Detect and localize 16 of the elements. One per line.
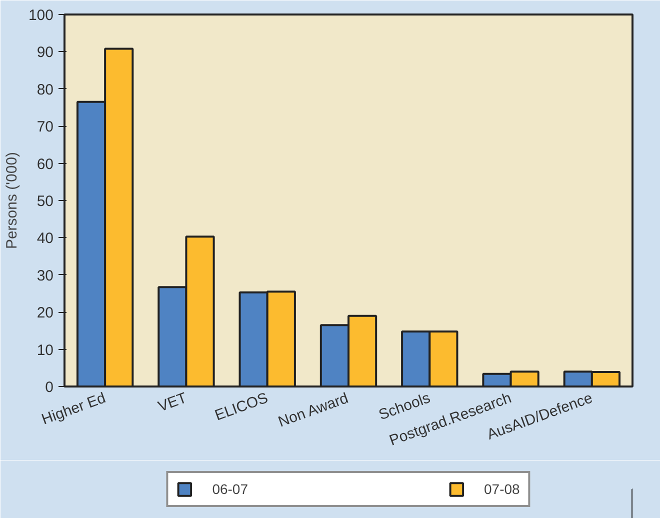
y-tick-label: 30 <box>36 267 54 284</box>
x-tick-label: VET <box>156 390 190 416</box>
legend-label: 07-08 <box>484 481 520 497</box>
y-tick-label: 10 <box>36 342 54 359</box>
y-tick-label: 50 <box>36 193 54 210</box>
y-tick-label: 40 <box>36 230 54 248</box>
y-tick-label: 20 <box>36 304 54 322</box>
y-tick-label: 70 <box>36 118 54 136</box>
y-tick-label: 60 <box>36 156 54 173</box>
y-tick-label: 90 <box>36 44 54 62</box>
legend-label: 06-07 <box>212 481 248 497</box>
x-tick-label: Non Award <box>276 390 351 431</box>
y-tick-label: 80 <box>36 81 54 98</box>
y-axis-title: Persons ('000) <box>3 152 20 250</box>
y-tick-label: 100 <box>28 7 54 24</box>
y-tick-label: 0 <box>45 379 54 396</box>
